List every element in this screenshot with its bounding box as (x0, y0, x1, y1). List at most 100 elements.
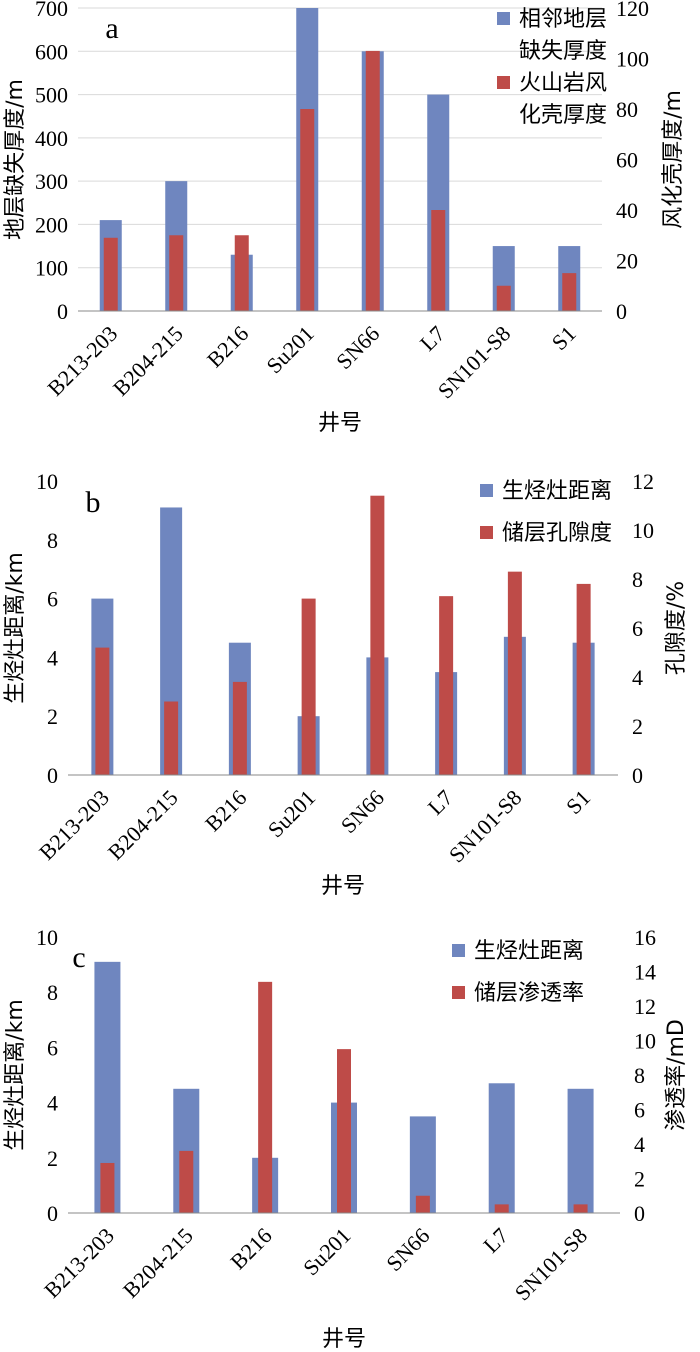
y-tick-label: 700 (35, 0, 68, 21)
legend-swatch (497, 76, 510, 89)
y2-tick-label: 6 (634, 1098, 645, 1123)
legend-swatch (480, 484, 493, 497)
x-tick-label: L7 (478, 1223, 513, 1258)
y-tick-label: 6 (47, 587, 58, 612)
x-axis-title: 井号 (318, 411, 362, 436)
y-axis-title: 生烃灶距离/km (3, 999, 28, 1151)
y2-tick-label: 6 (632, 616, 643, 641)
y-tick-label: 200 (35, 212, 68, 237)
y-tick-label: 0 (57, 299, 68, 324)
y-tick-label: 100 (35, 256, 68, 281)
y2-tick-label: 100 (616, 47, 649, 72)
x-tick-label: SN101-S8 (510, 1223, 593, 1306)
y-tick-label: 400 (35, 126, 68, 151)
x-axis-title: 井号 (322, 1327, 366, 1352)
y2-tick-label: 10 (632, 518, 654, 543)
x-tick-label: Su201 (263, 785, 320, 842)
y-tick-label: 8 (47, 980, 58, 1005)
y-tick-label: 300 (35, 169, 68, 194)
legend-label: 缺失厚度 (519, 39, 607, 64)
y-tick-label: 2 (47, 704, 58, 729)
x-tick-label: S1 (547, 321, 581, 355)
bar-secondary (258, 981, 273, 1213)
y-tick-label: 0 (47, 1201, 58, 1226)
y-tick-label: 2 (47, 1146, 58, 1171)
legend-swatch (497, 12, 510, 25)
y-tick-label: 500 (35, 83, 68, 108)
y2-tick-label: 14 (634, 960, 656, 985)
y2-tick-label: 12 (634, 994, 656, 1019)
bar-secondary (496, 285, 511, 311)
legend-label: 生烃灶距离 (502, 479, 612, 504)
chart-panel-a: 0 100 200 300 400 500 600 700 0 20 40 60 80 100 120 B21… (3, 0, 686, 436)
legend-swatch (480, 526, 493, 539)
x-tick-label: S1 (561, 785, 595, 819)
legend-label: 火山岩风 (519, 71, 607, 96)
y-axis-title: 生烃灶距离/km (3, 552, 28, 704)
y2-tick-label: 4 (632, 665, 643, 690)
x-tick-label: Su201 (298, 1223, 355, 1280)
panel-label: b (86, 486, 101, 519)
y2-tick-label: 40 (616, 198, 638, 223)
x-tick-label: B213-203 (34, 785, 114, 865)
x-tick-label: B204-215 (103, 785, 183, 865)
bar-secondary (562, 273, 577, 311)
panel-label: c (72, 941, 85, 974)
y2-tick-label: 10 (634, 1029, 656, 1054)
y2-tick-label: 0 (632, 763, 643, 788)
bar-secondary (439, 596, 454, 775)
y-tick-label: 600 (35, 39, 68, 64)
legend-swatch (452, 986, 465, 999)
bar-secondary (103, 237, 118, 311)
bar-secondary (164, 701, 179, 775)
y2-tick-label: 0 (634, 1201, 645, 1226)
y2-axis-title: 孔隙度/% (664, 581, 689, 675)
x-tick-label: SN101-S8 (444, 785, 527, 868)
y2-tick-label: 4 (634, 1132, 645, 1157)
y-tick-label: 4 (47, 1091, 58, 1116)
y2-tick-label: 2 (632, 714, 643, 739)
x-tick-label: Su201 (261, 321, 318, 378)
bar-secondary (179, 1150, 194, 1213)
bar-secondary (169, 235, 184, 311)
x-tick-label: B216 (225, 1223, 276, 1274)
bar-secondary (301, 598, 316, 775)
bar-secondary (365, 50, 380, 312)
bar-secondary (232, 681, 247, 775)
x-tick-label: B204-215 (108, 321, 188, 401)
bar-secondary (573, 1204, 588, 1213)
bar-secondary (576, 583, 591, 775)
legend-label: 相邻地层 (519, 7, 607, 32)
y2-tick-label: 80 (616, 97, 638, 122)
bar-secondary (370, 495, 385, 775)
y2-tick-label: 20 (616, 249, 638, 274)
y2-tick-label: 120 (616, 0, 649, 21)
y2-tick-label: 60 (616, 148, 638, 173)
x-tick-label: B216 (200, 785, 251, 836)
y-tick-label: 8 (47, 528, 58, 553)
bar-secondary (415, 1195, 430, 1213)
y-tick-label: 6 (47, 1035, 58, 1060)
y2-tick-label: 12 (632, 469, 654, 494)
x-axis-title: 井号 (321, 874, 365, 899)
bar-secondary (100, 1162, 115, 1213)
y2-axis-title: 渗透率/mD (664, 1019, 689, 1131)
bar-secondary (494, 1204, 509, 1213)
y2-tick-label: 0 (616, 299, 627, 324)
y2-tick-label: 8 (634, 1063, 645, 1088)
y2-tick-label: 16 (634, 925, 656, 950)
bar-secondary (234, 235, 249, 311)
bar-secondary (95, 647, 110, 775)
legend-swatch (452, 944, 465, 957)
legend-label: 化壳厚度 (519, 103, 607, 128)
y2-tick-label: 2 (634, 1167, 645, 1192)
y-tick-label: 0 (47, 763, 58, 788)
x-tick-label: L7 (423, 785, 458, 820)
bar-secondary (431, 210, 446, 311)
x-tick-label: SN66 (331, 321, 384, 374)
y2-tick-label: 8 (632, 567, 643, 592)
